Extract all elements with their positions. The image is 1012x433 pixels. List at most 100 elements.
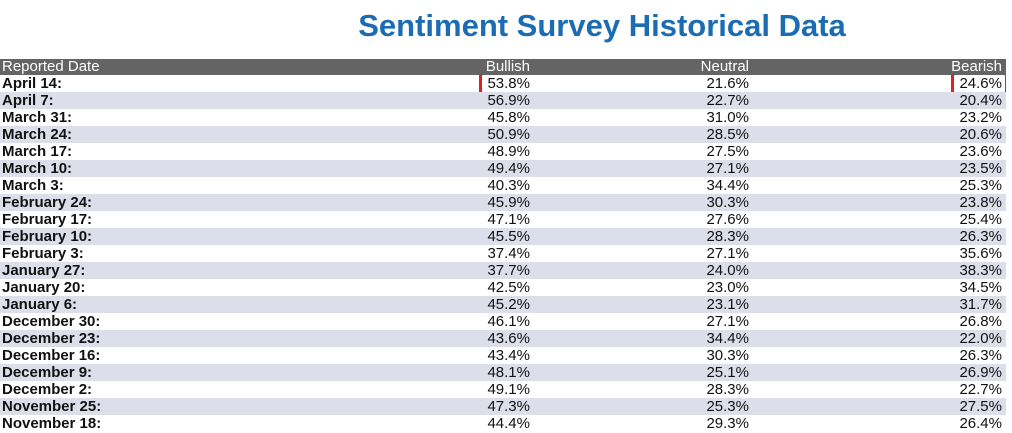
neutral-value: 24.0%: [706, 262, 749, 279]
neutral-value: 29.3%: [706, 415, 749, 432]
bullish-value: 37.7%: [487, 262, 530, 279]
table-header-row: Reported Date Bullish Neutral Bearish: [0, 59, 1006, 75]
reported-date-cell: February 3:: [2, 245, 84, 262]
bullish-value: 40.3%: [487, 177, 530, 194]
bullish-cell: 45.5%: [260, 228, 530, 245]
reported-date-cell: February 17:: [2, 211, 93, 228]
bullish-value: 45.9%: [487, 194, 530, 211]
neutral-cell: 23.1%: [530, 296, 749, 313]
column-header-reported-date: Reported Date: [2, 59, 100, 75]
bearish-cell: 26.9%: [749, 364, 1006, 381]
neutral-cell: 21.6%: [530, 75, 749, 92]
bullish-value: 48.9%: [487, 143, 530, 160]
bullish-cell: 49.1%: [260, 381, 530, 398]
bullish-value: 42.5%: [487, 279, 530, 296]
reported-date-cell: November 18:: [2, 415, 102, 432]
neutral-value: 31.0%: [706, 109, 749, 126]
reported-date-cell: April 7:: [2, 92, 54, 109]
bearish-cell: 23.5%: [749, 160, 1006, 177]
bullish-value: 37.4%: [487, 245, 530, 262]
bullish-value: 47.1%: [487, 211, 530, 228]
table-row: March 3: 40.3% 34.4% 25.3%: [0, 177, 1006, 194]
bullish-value: 49.4%: [487, 160, 530, 177]
bullish-value: 50.9%: [487, 126, 530, 143]
reported-date-cell: March 24:: [2, 126, 73, 143]
neutral-cell: 27.5%: [530, 143, 749, 160]
bullish-cell: 42.5%: [260, 279, 530, 296]
bearish-cell: 22.7%: [749, 381, 1006, 398]
neutral-cell: 28.3%: [530, 381, 749, 398]
table-row: February 10: 45.5% 28.3% 26.3%: [0, 228, 1006, 245]
reported-date-cell: December 23:: [2, 330, 101, 347]
page-title: Sentiment Survey Historical Data: [358, 8, 846, 43]
neutral-cell: 27.6%: [530, 211, 749, 228]
bearish-value: 35.6%: [959, 245, 1002, 262]
bullish-cell: 43.4%: [260, 347, 530, 364]
bearish-value: 22.0%: [959, 330, 1002, 347]
bearish-value: 26.3%: [959, 228, 1002, 245]
reported-date-cell: February 10:: [2, 228, 93, 245]
table-row: December 23: 43.6% 34.4% 22.0%: [0, 330, 1006, 347]
bullish-value: 46.1%: [487, 313, 530, 330]
bearish-value: 26.3%: [959, 347, 1002, 364]
neutral-value: 27.1%: [706, 160, 749, 177]
bullish-value-highlighted: 53.8%: [479, 75, 530, 92]
table-row: December 16: 43.4% 30.3% 26.3%: [0, 347, 1006, 364]
neutral-value: 34.4%: [706, 177, 749, 194]
reported-date-cell: March 3:: [2, 177, 64, 194]
reported-date-cell: March 31:: [2, 109, 73, 126]
bullish-cell: 45.9%: [260, 194, 530, 211]
neutral-value: 30.3%: [706, 194, 749, 211]
neutral-value: 23.0%: [706, 279, 749, 296]
bullish-value: 47.3%: [487, 398, 530, 415]
bullish-value: 43.4%: [487, 347, 530, 364]
table-row: March 31: 45.8% 31.0% 23.2%: [0, 109, 1006, 126]
bearish-cell: 24.6%: [749, 75, 1006, 92]
bullish-cell: 48.9%: [260, 143, 530, 160]
bullish-value: 56.9%: [487, 92, 530, 109]
bearish-cell: 26.8%: [749, 313, 1006, 330]
neutral-cell: 29.3%: [530, 415, 749, 432]
bearish-value: 26.8%: [959, 313, 1002, 330]
bearish-cell: 35.6%: [749, 245, 1006, 262]
table-row: April 14: 53.8% 21.6% 24.6%: [0, 75, 1006, 92]
bullish-value: 45.8%: [487, 109, 530, 126]
reported-date-cell: January 27:: [2, 262, 86, 279]
table-row: March 24: 50.9% 28.5% 20.6%: [0, 126, 1006, 143]
bearish-value: 25.3%: [959, 177, 1002, 194]
table-row: February 17: 47.1% 27.6% 25.4%: [0, 211, 1006, 228]
neutral-cell: 34.4%: [530, 177, 749, 194]
reported-date-cell: December 2:: [2, 381, 93, 398]
bearish-value-highlighted: 24.6%: [951, 75, 1006, 92]
neutral-value: 27.5%: [706, 143, 749, 160]
bullish-value: 43.6%: [487, 330, 530, 347]
neutral-value: 30.3%: [706, 347, 749, 364]
neutral-cell: 27.1%: [530, 313, 749, 330]
bullish-cell: 56.9%: [260, 92, 530, 109]
bearish-value: 26.4%: [959, 415, 1002, 432]
bullish-value: 49.1%: [487, 381, 530, 398]
bearish-cell: 20.6%: [749, 126, 1006, 143]
neutral-cell: 22.7%: [530, 92, 749, 109]
table-row: December 9: 48.1% 25.1% 26.9%: [0, 364, 1006, 381]
reported-date-cell: December 30:: [2, 313, 101, 330]
neutral-value: 34.4%: [706, 330, 749, 347]
neutral-value: 28.3%: [706, 228, 749, 245]
bullish-value: 45.2%: [487, 296, 530, 313]
bullish-cell: 43.6%: [260, 330, 530, 347]
neutral-cell: 34.4%: [530, 330, 749, 347]
neutral-cell: 25.3%: [530, 398, 749, 415]
table-row: January 27: 37.7% 24.0% 38.3%: [0, 262, 1006, 279]
table-row: March 10: 49.4% 27.1% 23.5%: [0, 160, 1006, 177]
title-area: Sentiment Survey Historical Data: [0, 0, 1012, 58]
table-row: January 20: 42.5% 23.0% 34.5%: [0, 279, 1006, 296]
bearish-cell: 25.4%: [749, 211, 1006, 228]
neutral-value: 25.3%: [706, 398, 749, 415]
neutral-cell: 24.0%: [530, 262, 749, 279]
bearish-value: 20.6%: [959, 126, 1002, 143]
neutral-value: 21.6%: [706, 75, 749, 92]
bullish-cell: 49.4%: [260, 160, 530, 177]
bullish-cell: 48.1%: [260, 364, 530, 381]
bearish-value: 38.3%: [959, 262, 1002, 279]
table-row: November 18: 44.4% 29.3% 26.4%: [0, 415, 1006, 432]
